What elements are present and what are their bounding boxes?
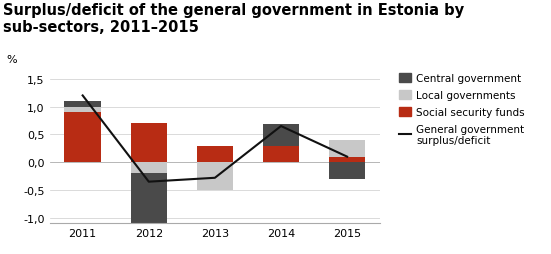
Bar bbox=[197, 163, 233, 190]
Text: Surplus/deficit of the general government in Estonia by sub-sectors, 2011–2015: Surplus/deficit of the general governmen… bbox=[3, 3, 464, 35]
Bar bbox=[131, 163, 167, 174]
Bar bbox=[197, 146, 233, 163]
Bar bbox=[131, 174, 167, 229]
Bar bbox=[329, 157, 365, 163]
Bar bbox=[263, 125, 299, 146]
Bar bbox=[329, 163, 365, 179]
Text: %: % bbox=[7, 55, 17, 65]
Bar bbox=[64, 102, 101, 107]
Bar bbox=[131, 124, 167, 163]
Legend: Central government, Local governments, Social security funds, General government: Central government, Local governments, S… bbox=[398, 73, 525, 146]
Bar bbox=[329, 140, 365, 157]
Bar bbox=[263, 146, 299, 163]
Bar bbox=[64, 113, 101, 163]
Bar bbox=[64, 107, 101, 113]
